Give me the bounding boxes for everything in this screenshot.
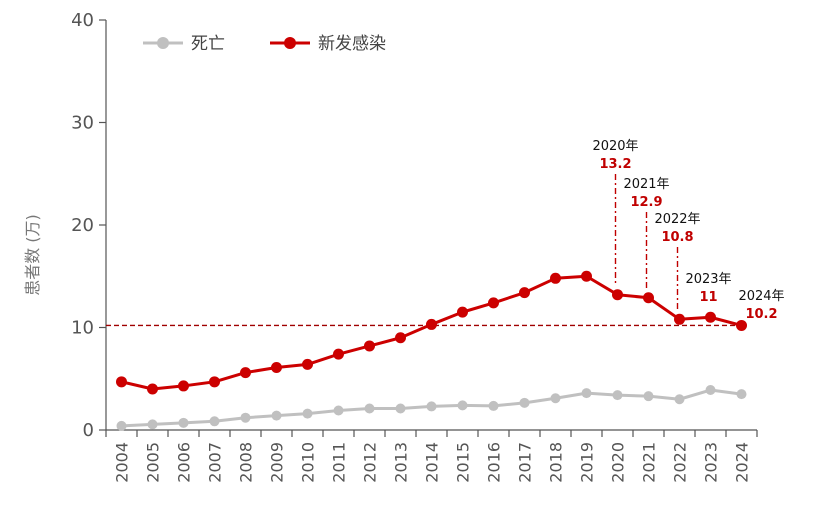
series-0-point bbox=[457, 400, 468, 411]
series-0-point bbox=[612, 390, 623, 401]
x-tick-label: 2022 bbox=[671, 442, 690, 483]
series-1-point bbox=[116, 376, 127, 388]
annotation-value: 11 bbox=[699, 290, 717, 305]
x-tick-label: 2016 bbox=[485, 442, 504, 483]
series-0-point bbox=[364, 403, 375, 414]
x-tick-label: 2015 bbox=[454, 442, 473, 483]
series-0-point bbox=[178, 417, 189, 428]
y-tick-label: 20 bbox=[71, 215, 94, 236]
series-0-point bbox=[333, 405, 344, 416]
series-1-point bbox=[705, 311, 716, 323]
y-tick-label: 30 bbox=[71, 113, 94, 134]
series-0-point bbox=[550, 393, 561, 404]
x-tick-label: 2010 bbox=[299, 442, 318, 483]
series-0-point bbox=[581, 388, 592, 399]
series-1-point bbox=[519, 287, 530, 299]
x-tick-label: 2014 bbox=[423, 442, 442, 483]
x-tick-label: 2018 bbox=[547, 442, 566, 483]
series-1-point bbox=[240, 367, 251, 379]
series-1-point bbox=[147, 383, 158, 395]
x-tick-label: 2006 bbox=[175, 442, 194, 483]
annotation-year: 2023年 bbox=[685, 272, 731, 287]
series-0-point bbox=[674, 394, 685, 405]
series-0-point bbox=[395, 403, 406, 414]
x-tick-label: 2017 bbox=[516, 442, 535, 483]
annotation-value: 13.2 bbox=[599, 157, 631, 172]
y-tick-label: 10 bbox=[71, 318, 94, 339]
series-1-point bbox=[271, 361, 282, 373]
x-tick-label: 2011 bbox=[330, 442, 349, 483]
series-0-point bbox=[147, 419, 158, 430]
series-1-point bbox=[674, 313, 685, 325]
x-tick-label: 2004 bbox=[113, 442, 132, 483]
series-1-point bbox=[550, 272, 561, 284]
legend: 死亡 新发感染 bbox=[143, 34, 386, 54]
series-1-point bbox=[612, 289, 623, 301]
y-tick-label: 0 bbox=[83, 420, 94, 441]
series-1-point bbox=[178, 380, 189, 392]
series-1-point bbox=[457, 306, 468, 318]
x-tick-label: 2009 bbox=[268, 442, 287, 483]
x-tick-label: 2013 bbox=[392, 442, 411, 483]
y-tick-label: 40 bbox=[71, 10, 94, 31]
series-0-point bbox=[271, 410, 282, 421]
legend-marker-1 bbox=[284, 37, 296, 49]
annotation-year: 2021年 bbox=[623, 177, 669, 192]
x-tick-label: 2007 bbox=[206, 442, 225, 483]
annotation-value: 10.2 bbox=[745, 307, 777, 322]
legend-marker-0 bbox=[157, 37, 169, 49]
annotation-year: 2022年 bbox=[654, 212, 700, 227]
series-1-point bbox=[333, 348, 344, 360]
annotation-value: 12.9 bbox=[630, 195, 662, 210]
series-1-point bbox=[488, 297, 499, 309]
x-tick-label: 2020 bbox=[609, 442, 628, 483]
series-1-point bbox=[643, 292, 654, 304]
series-0-point bbox=[519, 397, 530, 408]
x-tick-label: 2012 bbox=[361, 442, 380, 483]
series-1-point bbox=[302, 358, 313, 370]
series-group bbox=[116, 270, 747, 431]
x-tick-label: 2008 bbox=[237, 442, 256, 483]
series-1-point bbox=[581, 270, 592, 282]
axes-group: 0 10 20 30 40 2004 2005 2006 2007 2008 2009 2010 201… bbox=[71, 10, 758, 483]
annotation-year: 2020年 bbox=[592, 139, 638, 154]
series-1-point bbox=[736, 319, 747, 331]
annotation-value: 10.8 bbox=[661, 230, 693, 245]
series-1-point bbox=[395, 332, 406, 344]
x-tick-label: 2024 bbox=[733, 442, 752, 483]
series-0-point bbox=[643, 391, 654, 402]
annotation-year: 2024年 bbox=[738, 289, 784, 304]
series-1-point bbox=[426, 318, 437, 330]
series-0-point bbox=[426, 401, 437, 412]
series-0-point bbox=[240, 412, 251, 423]
x-tick-label: 2005 bbox=[144, 442, 163, 483]
legend-label-0: 死亡 bbox=[191, 34, 225, 54]
x-tick-label: 2021 bbox=[640, 442, 659, 483]
legend-label-1: 新发感染 bbox=[318, 34, 386, 54]
y-axis-label: 患者数 (万) bbox=[23, 214, 42, 296]
series-0-point bbox=[736, 389, 747, 400]
series-0-point bbox=[705, 385, 716, 396]
series-1-point bbox=[364, 340, 375, 352]
annotations-group: 2020年 13.2 2021年 12.9 2022年 10.8 2023年 11 2024年 1… bbox=[592, 139, 784, 322]
x-tick-label: 2019 bbox=[578, 442, 597, 483]
series-0-point bbox=[209, 416, 220, 427]
series-1-point bbox=[209, 376, 220, 388]
x-tick-label: 2023 bbox=[702, 442, 721, 483]
series-0-point bbox=[488, 400, 499, 411]
series-0-point bbox=[302, 408, 313, 419]
series-0-point bbox=[116, 420, 127, 431]
